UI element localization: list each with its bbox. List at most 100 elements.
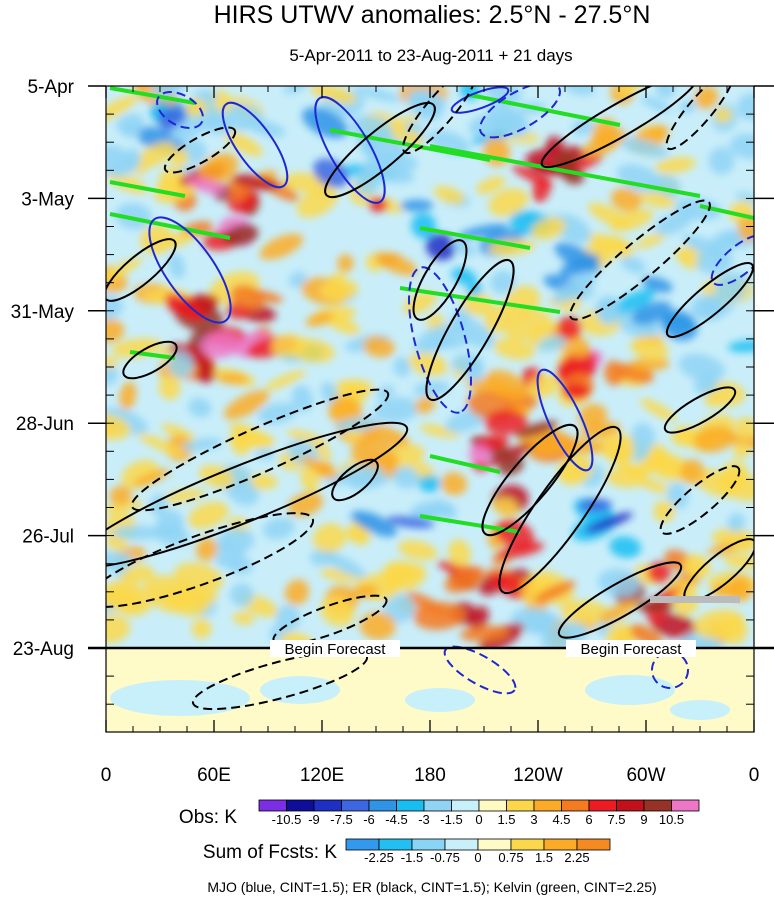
anomaly-cell: [498, 455, 524, 476]
anomaly-cell: [610, 187, 642, 212]
kelvin-contour: [469, 93, 621, 127]
anomaly-cell: [284, 579, 310, 606]
anomaly-cell: [531, 217, 566, 240]
anomaly-cell: [498, 541, 545, 559]
anomaly-cell: [275, 604, 301, 632]
anomaly-cell: [635, 232, 667, 249]
kelvin-contour: [429, 454, 501, 474]
anomaly-cell: [493, 338, 535, 360]
er-contour: [402, 86, 478, 155]
anomaly-cell: [444, 566, 485, 593]
mjo-contour: [710, 234, 754, 286]
anomaly-cell: [143, 290, 170, 304]
anomaly-cell: [693, 425, 735, 453]
anomaly-cell: [606, 439, 635, 466]
anomaly-cell: [136, 142, 175, 168]
anomaly-cell: [106, 551, 134, 570]
colorbar-level: -1.5: [401, 850, 423, 865]
anomaly-cell: [729, 133, 754, 160]
forecast-blob: [405, 688, 475, 712]
colorbar-swatch: [477, 838, 512, 851]
colorbar-swatch: [258, 799, 287, 812]
anomaly-cell: [162, 488, 205, 503]
anomaly-cell: [537, 334, 568, 352]
colorbar-swatch: [616, 799, 645, 812]
anomaly-cell: [653, 500, 675, 523]
anomaly-cell: [345, 527, 366, 543]
anomaly-cell: [680, 459, 705, 485]
anomaly-cell: [393, 356, 411, 377]
anomaly-cell: [460, 625, 509, 642]
x-tick-label: 60E: [197, 765, 231, 786]
mjo-contour: [314, 96, 386, 204]
anomaly-cell: [630, 336, 669, 361]
colorbar-swatch: [561, 799, 590, 812]
anomaly-cell: [224, 224, 259, 246]
anomaly-cell: [727, 531, 754, 552]
anomaly-cell: [337, 254, 354, 273]
anomaly-cell: [694, 609, 745, 640]
er-contour: [659, 465, 741, 535]
anomaly-cell: [631, 423, 656, 452]
anomaly-cell: [403, 291, 437, 315]
anomaly-cell: [223, 390, 270, 420]
forecast-blob: [670, 700, 730, 720]
anomaly-cell: [419, 424, 460, 439]
anomaly-cell: [185, 176, 226, 195]
anomaly-cell: [599, 599, 638, 624]
anomaly-cell: [734, 416, 754, 439]
anomaly-cell: [666, 482, 689, 509]
anomaly-cell: [469, 606, 489, 632]
anomaly-cell: [398, 540, 438, 561]
colorbar-level: 10.5: [659, 812, 684, 827]
anomaly-cell: [164, 293, 205, 321]
mjo-contour: [221, 101, 289, 189]
colorbar-swatch: [396, 799, 425, 812]
anomaly-cell: [713, 107, 733, 123]
anomaly-cell: [157, 231, 196, 250]
er-contour: [106, 512, 315, 608]
anomaly-cell: [552, 274, 597, 303]
anomaly-cell: [413, 601, 465, 630]
anomaly-cell: [232, 174, 279, 191]
anomaly-cell: [629, 444, 650, 462]
er-contour: [557, 561, 683, 639]
anomaly-cell: [640, 96, 672, 113]
x-tick-label: 120W: [513, 765, 563, 786]
colorbar-level: 3: [530, 812, 537, 827]
anomaly-cell: [488, 188, 529, 217]
anomaly-cell: [642, 276, 673, 293]
anomaly-cell: [490, 270, 516, 295]
er-contour: [663, 386, 737, 434]
anomaly-cell: [514, 420, 559, 438]
anomaly-cell: [320, 278, 359, 301]
anomaly-cell: [150, 86, 185, 99]
anomaly-cell: [339, 465, 386, 485]
mjo-contour: [450, 86, 510, 114]
er-contour: [106, 421, 409, 569]
anomaly-cell: [618, 137, 669, 158]
anomaly-cell: [351, 441, 399, 472]
anomaly-cell: [351, 510, 398, 537]
anomaly-cell: [168, 253, 186, 279]
anomaly-cell: [585, 512, 633, 533]
anomaly-cell: [230, 284, 265, 310]
kelvin-contour: [109, 212, 231, 240]
anomaly-cell: [115, 203, 152, 230]
colorbar-level: 1.5: [535, 850, 553, 865]
er-contour: [665, 86, 735, 151]
anomaly-cell: [430, 499, 457, 520]
anomaly-cell: [191, 618, 212, 639]
er-contour: [130, 388, 390, 512]
anomaly-cell: [486, 103, 530, 138]
colorbar-swatch: [341, 799, 370, 812]
x-tick-label: 0: [101, 765, 112, 786]
anomaly-cell: [694, 373, 719, 396]
anomaly-cell: [612, 289, 656, 314]
colorbar-level: -10.5: [272, 812, 302, 827]
kelvin-contour: [419, 514, 521, 534]
anomaly-cell: [727, 340, 754, 353]
anomaly-cell: [413, 381, 451, 397]
colorbar-swatch: [533, 799, 562, 812]
anomaly-cell: [674, 249, 691, 261]
